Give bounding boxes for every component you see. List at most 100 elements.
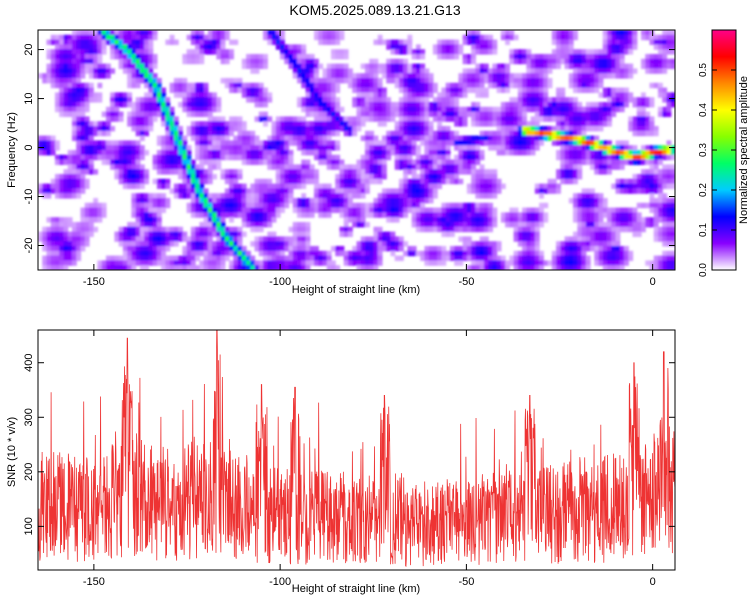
spectrogram-cell	[403, 193, 409, 199]
spectrogram-cell	[573, 140, 578, 146]
spectrogram-cell	[373, 207, 379, 213]
spectrogram-cell	[432, 97, 438, 103]
spectrogram-cell	[169, 169, 175, 175]
spectrogram-cell	[445, 102, 451, 108]
spectrogram-cell	[573, 145, 578, 151]
spectrogram-cell	[182, 97, 188, 103]
spectrogram-cell	[182, 164, 188, 170]
spectrogram-cell	[534, 97, 540, 103]
spectrogram-cell	[441, 202, 447, 209]
spectrogram-cell	[428, 92, 434, 98]
spectrogram-cell	[615, 226, 621, 233]
spectrogram-cell	[432, 217, 438, 223]
spectrogram-cell	[471, 145, 477, 151]
spectrogram-cell	[288, 169, 294, 175]
spectrogram-cell	[127, 78, 133, 84]
spectrogram-cell	[386, 198, 392, 204]
spectrogram-cell	[246, 202, 251, 209]
spectrogram-cell	[577, 49, 583, 55]
spectrogram-cell	[658, 188, 663, 194]
spectrogram-cell	[666, 207, 672, 213]
spectrogram-cell	[292, 169, 298, 175]
spectrogram-cell	[373, 39, 379, 45]
spectrogram-cell	[534, 241, 540, 247]
spectrogram-cell	[169, 260, 175, 266]
spectrogram-cell	[309, 68, 315, 74]
spectrogram-cell	[526, 217, 532, 223]
spectrogram-cell	[445, 130, 451, 137]
spectrogram-cell	[207, 106, 213, 113]
spectrogram-cell	[479, 73, 485, 79]
spectrogram-cell	[411, 116, 417, 122]
spectrogram-cell	[449, 39, 455, 45]
spectrogram-cell	[403, 111, 409, 117]
spectrogram-cell	[284, 54, 290, 60]
spectrogram-cell	[131, 183, 137, 189]
spectrogram-cell	[195, 126, 200, 132]
spectrogram-cell	[479, 169, 485, 175]
spectrogram-cell	[517, 212, 523, 218]
spectrogram-cell	[585, 145, 591, 151]
spectrogram-cell	[216, 106, 222, 113]
spectrogram-cell	[122, 159, 128, 165]
spectrogram-cell	[471, 250, 477, 257]
spectrogram-cell	[560, 49, 566, 55]
spectrogram-cell	[505, 78, 510, 84]
spectrogram-cell	[292, 222, 298, 228]
spectrogram-cell	[254, 226, 260, 233]
spectrogram-cell	[517, 255, 523, 261]
spectrogram-cell	[479, 39, 485, 45]
spectrogram-cell	[97, 97, 103, 103]
spectrogram-cell	[63, 188, 69, 194]
spectrogram-cell	[564, 140, 570, 146]
spectrogram-cell	[488, 217, 493, 223]
spectrogram-cell	[666, 58, 672, 65]
spectrogram-cell	[144, 231, 150, 237]
spectrogram-cell	[169, 140, 175, 146]
spectrogram-cell	[97, 145, 103, 151]
spectrogram-cell	[97, 82, 103, 89]
spectrogram-cell	[127, 183, 133, 189]
spectrogram-cell	[314, 154, 319, 161]
spectrogram-cell	[611, 255, 617, 261]
spectrogram-cell	[577, 121, 583, 127]
spectrogram-cell	[364, 102, 370, 108]
spectrogram-cell	[615, 183, 621, 189]
spectrogram-cell	[590, 135, 595, 141]
spectrogram-cell	[207, 145, 213, 151]
spectrogram-cell	[471, 30, 477, 36]
spectrogram-cell	[641, 30, 646, 36]
spectrogram-cell	[135, 202, 141, 209]
spectrogram-cell	[258, 207, 264, 213]
spectrogram-cell	[411, 106, 417, 113]
spectrogram-cell	[161, 145, 166, 151]
spectrogram-cell	[394, 159, 400, 165]
spectrogram-cell	[607, 140, 612, 146]
spectrogram-cell	[615, 39, 621, 45]
spectrogram-cell	[80, 222, 86, 228]
spectrogram-cell	[615, 73, 621, 79]
spectrogram-cell	[530, 58, 536, 65]
spectrogram-cell	[127, 178, 133, 185]
spectrogram-cell	[543, 102, 549, 108]
spectrogram-cell	[71, 260, 77, 266]
spectrogram-cell	[216, 236, 222, 242]
spectrogram-cell	[322, 111, 328, 117]
spectrogram-cell	[432, 102, 438, 108]
spectrogram-cell	[156, 260, 162, 266]
spectrogram-cell	[428, 87, 434, 93]
spectrogram-cell	[76, 111, 82, 117]
spectrogram-cell	[628, 188, 634, 194]
spectrogram-cell	[420, 212, 426, 218]
spectrogram-cell	[314, 183, 319, 189]
spectrogram-cell	[224, 126, 230, 132]
spectrogram-cell	[139, 97, 145, 103]
spectrogram-cell	[292, 116, 298, 122]
spectrogram-cell	[547, 97, 553, 103]
spectrogram-cell	[101, 159, 107, 165]
spectrogram-cell	[135, 78, 141, 84]
spectrogram-cell	[190, 183, 196, 189]
spectrogram-cell	[301, 226, 307, 233]
spectrogram-cell	[590, 54, 595, 60]
spectrogram-cell	[577, 265, 583, 270]
